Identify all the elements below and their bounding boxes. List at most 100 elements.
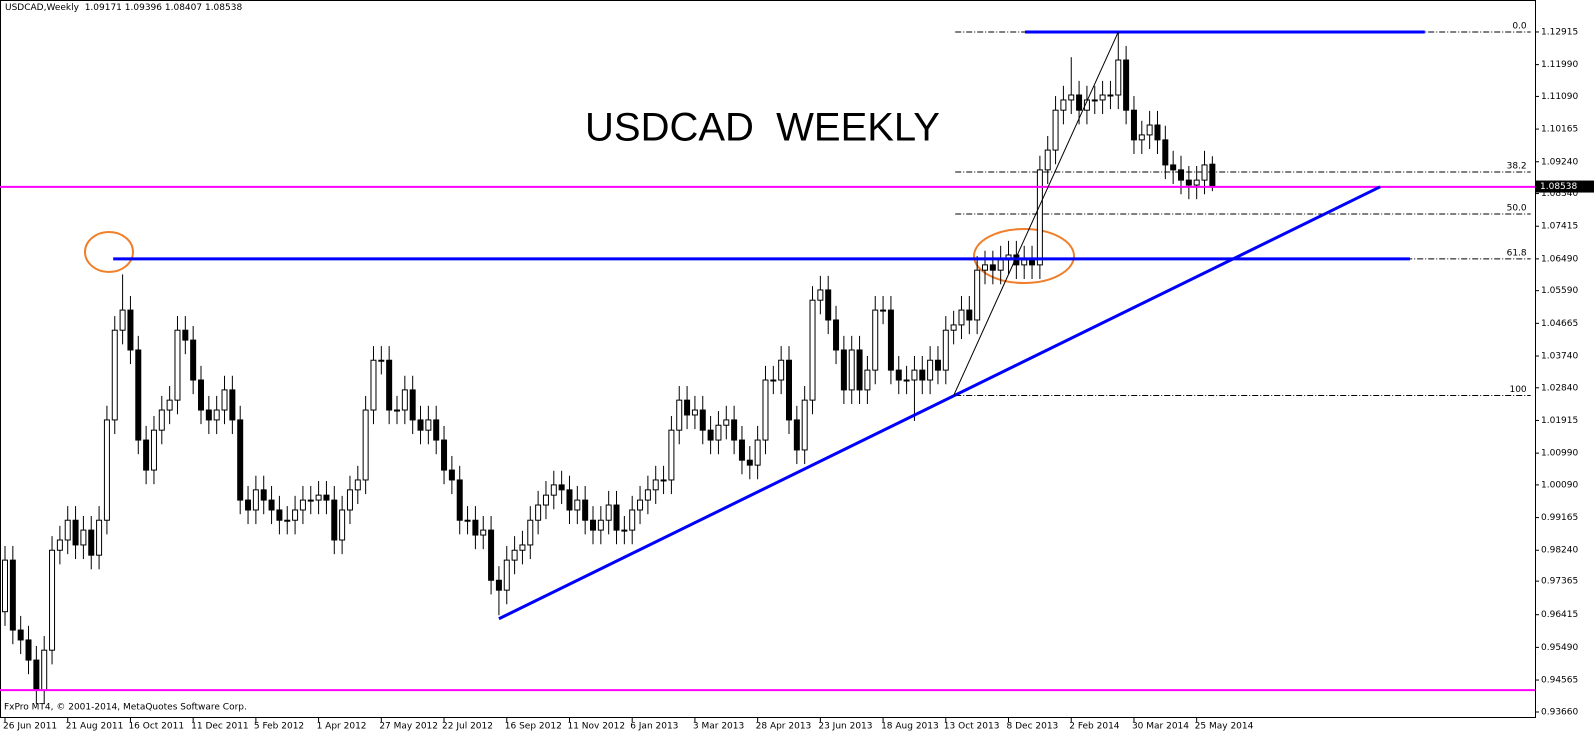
candle-body (833, 319, 840, 351)
candle-body (652, 479, 659, 491)
x-tick-label: 16 Sep 2012 (505, 722, 562, 732)
candle-body (535, 504, 542, 521)
y-tick-label: 0.99165 (1541, 513, 1578, 523)
x-tick-label: 13 Oct 2013 (944, 722, 1000, 732)
candle-body (723, 419, 730, 426)
x-tick-label: 5 Feb 2012 (254, 722, 304, 732)
candle-body (989, 264, 996, 271)
candle-body (1130, 109, 1137, 141)
candle-body (684, 399, 691, 416)
candle-body (158, 409, 165, 431)
y-tick-label: 1.01915 (1541, 416, 1578, 426)
candle-body (715, 424, 722, 441)
candle-body (621, 529, 628, 532)
candle-body (911, 369, 918, 381)
candle-body (111, 329, 118, 421)
footer: FxPro MT4, © 2001-2014, MetaQuotes Softw… (4, 703, 247, 713)
y-tick-label: 1.12915 (1541, 27, 1578, 37)
symbol: USDCAD,Weekly (5, 3, 80, 13)
candle-body (1146, 124, 1153, 136)
candle-body (856, 349, 863, 391)
ohlc-open: 1.09171 (85, 3, 122, 13)
candle-body (441, 439, 448, 471)
chart-title: USDCAD WEEKLY (585, 106, 940, 150)
candle-body (464, 519, 471, 522)
y-tick-label: 1.07415 (1541, 222, 1578, 232)
candle-body (143, 439, 150, 471)
highlight-ellipse (84, 231, 134, 273)
candle-body (613, 504, 620, 531)
candle-body (315, 494, 322, 501)
x-tick-label: 26 Jun 2011 (3, 722, 57, 732)
candle-body (268, 499, 275, 511)
candle-body (825, 289, 832, 321)
y-tick-label: 0.95490 (1541, 643, 1578, 653)
trend-line (498, 185, 1381, 621)
candle-body (198, 379, 204, 411)
candle-body (346, 489, 353, 511)
candle-body (1185, 179, 1192, 186)
candle-body (605, 504, 612, 521)
candle-body (958, 309, 965, 326)
trend-line (953, 31, 1119, 396)
y-tick-label: 0.98240 (1541, 546, 1578, 556)
candle-body (1193, 179, 1200, 186)
ohlc-close: 1.08538 (205, 3, 242, 13)
candle-body (950, 324, 957, 331)
candle-body (511, 549, 518, 561)
y-tick-label: 0.94565 (1541, 676, 1578, 686)
candle-body (166, 399, 173, 411)
y-tick-label: 1.06490 (1541, 254, 1578, 264)
y-tick-label: 1.00090 (1541, 480, 1578, 490)
candle-body (786, 359, 792, 421)
x-tick-label: 23 Jun 2013 (818, 722, 872, 732)
x-tick-label: 30 Mar 2014 (1132, 722, 1189, 732)
candle-body (323, 494, 330, 501)
candle-body (1115, 59, 1122, 96)
candle-body (417, 419, 424, 431)
candle-body (56, 539, 63, 551)
y-tick-label: 1.08340 (1541, 189, 1578, 199)
candle-body (17, 629, 24, 641)
candle-body (1138, 134, 1145, 141)
candle-body (895, 369, 902, 381)
candle-body (558, 484, 565, 491)
candle-body (456, 479, 463, 521)
price-tag (1536, 180, 1594, 193)
ohlc-low: 1.08407 (165, 3, 202, 13)
candle-body (966, 309, 973, 321)
candle-body (1036, 169, 1043, 266)
candle-body (974, 269, 981, 321)
candle-body (495, 579, 502, 591)
candle-body (409, 389, 416, 421)
candle-body (629, 509, 636, 531)
candle-body (840, 349, 847, 391)
x-tick-label: 11 Dec 2011 (191, 722, 249, 732)
x-tick-label: 8 Dec 2013 (1007, 722, 1059, 732)
candle-body (448, 469, 455, 481)
candle-body (1099, 94, 1106, 101)
candle-body (1154, 124, 1161, 141)
candle-body (190, 339, 197, 381)
candle-body (127, 309, 134, 351)
candle-body (1162, 139, 1169, 166)
x-tick-label: 21 Aug 2011 (66, 722, 124, 732)
y-tick-label: 0.96415 (1541, 610, 1578, 620)
candle-body (778, 359, 785, 381)
candle-body (331, 499, 338, 541)
candle-body (229, 389, 236, 421)
x-tick-label: 25 May 2014 (1195, 722, 1254, 732)
y-tick-label: 0.93660 (1541, 707, 1578, 717)
candle-body (738, 439, 745, 461)
candle-body (80, 529, 87, 546)
symbol-header: USDCAD,Weekly 1.09171 1.09396 1.08407 1.… (5, 3, 242, 13)
candle-body (433, 419, 440, 441)
candle-body (754, 439, 761, 466)
candle-body (9, 559, 16, 631)
candle-body (292, 509, 299, 521)
candle-body (1060, 99, 1067, 111)
candle-body (793, 419, 800, 451)
y-tick-label: 0.97365 (1541, 577, 1578, 587)
candle-body (25, 639, 32, 661)
